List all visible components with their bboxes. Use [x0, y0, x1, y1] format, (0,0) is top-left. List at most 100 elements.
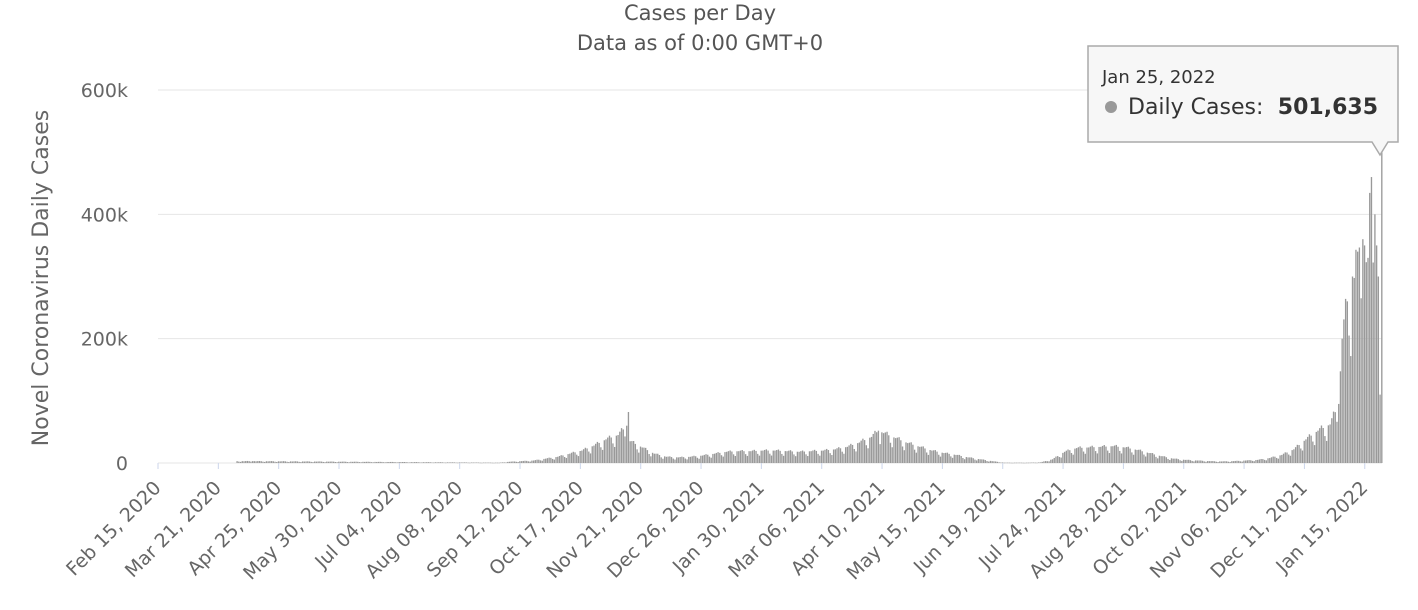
- bar[interactable]: [1134, 449, 1136, 463]
- bar[interactable]: [1055, 456, 1057, 463]
- bar[interactable]: [1157, 458, 1159, 463]
- bar[interactable]: [264, 461, 266, 463]
- bar[interactable]: [438, 462, 440, 463]
- bar[interactable]: [998, 462, 1000, 463]
- bar[interactable]: [617, 435, 619, 463]
- bar[interactable]: [295, 461, 297, 463]
- bar[interactable]: [772, 450, 774, 463]
- bar[interactable]: [1219, 461, 1221, 463]
- bar[interactable]: [531, 460, 533, 463]
- bar[interactable]: [529, 461, 531, 463]
- bar[interactable]: [819, 455, 821, 463]
- bar[interactable]: [241, 461, 243, 463]
- bar[interactable]: [1143, 454, 1145, 463]
- bar[interactable]: [579, 451, 581, 463]
- bar[interactable]: [689, 456, 692, 463]
- bar[interactable]: [589, 453, 592, 463]
- bar[interactable]: [331, 461, 333, 464]
- bar[interactable]: [936, 451, 938, 463]
- bar[interactable]: [386, 461, 388, 463]
- bar[interactable]: [274, 461, 276, 463]
- bar[interactable]: [1020, 462, 1023, 464]
- bar[interactable]: [1270, 457, 1273, 463]
- bar[interactable]: [1194, 460, 1197, 463]
- bar[interactable]: [638, 452, 640, 463]
- bar[interactable]: [253, 461, 256, 463]
- bar[interactable]: [338, 461, 340, 463]
- bar[interactable]: [922, 446, 924, 463]
- bar[interactable]: [501, 462, 504, 463]
- bar[interactable]: [1101, 445, 1104, 463]
- bar[interactable]: [963, 459, 966, 463]
- bar[interactable]: [976, 460, 978, 463]
- bar[interactable]: [586, 448, 588, 463]
- bar[interactable]: [1175, 458, 1178, 463]
- bar[interactable]: [869, 437, 871, 463]
- bar[interactable]: [734, 456, 736, 463]
- bar[interactable]: [1129, 448, 1131, 463]
- bar[interactable]: [351, 461, 354, 463]
- bar[interactable]: [1239, 461, 1242, 463]
- bar[interactable]: [826, 448, 828, 463]
- bar[interactable]: [1174, 458, 1176, 463]
- bar[interactable]: [1041, 461, 1043, 463]
- bar[interactable]: [1248, 460, 1250, 463]
- bar[interactable]: [512, 461, 514, 463]
- bar[interactable]: [1281, 454, 1283, 463]
- bar[interactable]: [624, 436, 626, 463]
- bar[interactable]: [774, 450, 776, 463]
- bar[interactable]: [750, 451, 752, 463]
- bar[interactable]: [1227, 461, 1230, 463]
- bar[interactable]: [534, 460, 537, 463]
- bar[interactable]: [1058, 457, 1061, 463]
- bar[interactable]: [1115, 444, 1117, 463]
- bar[interactable]: [931, 450, 933, 463]
- bar[interactable]: [786, 451, 788, 463]
- bar[interactable]: [395, 462, 397, 463]
- bar[interactable]: [420, 462, 423, 464]
- bar[interactable]: [850, 443, 852, 463]
- bar[interactable]: [267, 461, 269, 463]
- bar[interactable]: [848, 445, 850, 463]
- bar[interactable]: [758, 455, 761, 463]
- bar[interactable]: [1126, 447, 1128, 463]
- bar[interactable]: [1039, 462, 1042, 463]
- bar[interactable]: [482, 462, 485, 464]
- bar[interactable]: [272, 461, 274, 463]
- bar[interactable]: [944, 452, 947, 463]
- bar[interactable]: [881, 432, 883, 463]
- bar[interactable]: [300, 462, 302, 463]
- bar[interactable]: [1163, 456, 1166, 463]
- bar[interactable]: [1089, 446, 1092, 463]
- bar[interactable]: [1343, 319, 1345, 463]
- bar[interactable]: [291, 461, 293, 463]
- bar[interactable]: [1277, 458, 1280, 463]
- bar[interactable]: [286, 461, 288, 463]
- bar[interactable]: [519, 461, 521, 463]
- bar[interactable]: [262, 461, 264, 463]
- bar[interactable]: [812, 450, 814, 464]
- bar[interactable]: [476, 462, 478, 464]
- bar[interactable]: [1275, 457, 1278, 463]
- bar[interactable]: [1007, 462, 1009, 464]
- bar[interactable]: [593, 445, 595, 463]
- bar[interactable]: [634, 443, 637, 463]
- bar[interactable]: [946, 452, 949, 463]
- bar[interactable]: [844, 447, 847, 463]
- bar[interactable]: [1327, 425, 1330, 463]
- bar[interactable]: [412, 462, 414, 463]
- bar[interactable]: [289, 461, 292, 463]
- bar[interactable]: [788, 450, 790, 463]
- bar[interactable]: [979, 459, 981, 463]
- bar[interactable]: [555, 457, 557, 463]
- bar[interactable]: [839, 448, 842, 463]
- bar[interactable]: [810, 451, 812, 463]
- bar[interactable]: [622, 429, 624, 463]
- bar[interactable]: [1005, 462, 1007, 464]
- bar[interactable]: [495, 462, 497, 464]
- bar[interactable]: [1360, 298, 1362, 463]
- bar[interactable]: [432, 462, 435, 464]
- bar[interactable]: [419, 462, 421, 463]
- bar[interactable]: [332, 461, 335, 463]
- bar[interactable]: [414, 462, 416, 463]
